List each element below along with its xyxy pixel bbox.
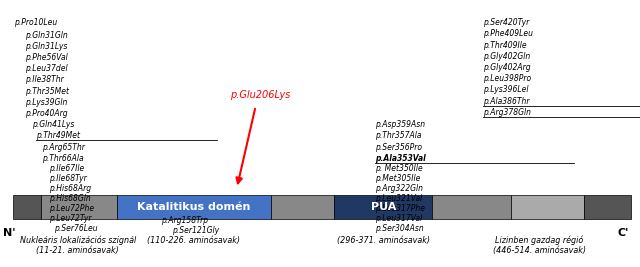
Text: p.Gln31Lys: p.Gln31Lys bbox=[26, 42, 68, 51]
Text: p.Thr49Met: p.Thr49Met bbox=[36, 131, 80, 140]
Text: p.Leu72Tyr: p.Leu72Tyr bbox=[49, 214, 92, 223]
Text: p.Arg65Thr: p.Arg65Thr bbox=[42, 143, 85, 152]
Text: p.Lys39Gln: p.Lys39Gln bbox=[26, 98, 68, 107]
Text: p.Arg158Trp: p.Arg158Trp bbox=[161, 216, 208, 225]
Bar bbox=[584, 194, 631, 219]
Text: p.Leu317Phe: p.Leu317Phe bbox=[376, 204, 426, 213]
Text: p.Phe409Leu: p.Phe409Leu bbox=[483, 29, 532, 38]
Text: p.Ala353Val: p.Ala353Val bbox=[376, 154, 426, 163]
Text: p.Pro40Arg: p.Pro40Arg bbox=[26, 109, 68, 118]
Text: p.Gly402Gln: p.Gly402Gln bbox=[483, 52, 530, 61]
Text: p.Leu317Val: p.Leu317Val bbox=[376, 214, 423, 223]
Text: p.Ile67Ile: p.Ile67Ile bbox=[49, 164, 84, 173]
Text: p.Thr35Met: p.Thr35Met bbox=[26, 87, 70, 96]
Text: p.Ser356Pro: p.Ser356Pro bbox=[376, 143, 422, 152]
Text: p.Ser76Leu: p.Ser76Leu bbox=[54, 224, 97, 233]
Bar bbox=[432, 194, 511, 219]
Text: p.Arg378Gln: p.Arg378Gln bbox=[483, 108, 531, 117]
Text: p.Thr409Ile: p.Thr409Ile bbox=[483, 41, 526, 50]
Text: p. Met350Ile: p. Met350Ile bbox=[376, 164, 423, 173]
Text: Nukleáris lokalizációs szignál
(11-21. aminósavak): Nukleáris lokalizációs szignál (11-21. a… bbox=[20, 235, 136, 256]
Bar bbox=[117, 194, 271, 219]
Text: Lizinben gazdag régió
(446-514. aminósavak): Lizinben gazdag régió (446-514. aminósav… bbox=[493, 235, 586, 256]
Bar bbox=[511, 194, 584, 219]
Bar bbox=[271, 194, 335, 219]
Text: p.Leu37del: p.Leu37del bbox=[26, 64, 68, 73]
Text: PUA: PUA bbox=[371, 202, 396, 212]
Text: p.His68Arg: p.His68Arg bbox=[49, 184, 91, 193]
Text: p.Met305Ile: p.Met305Ile bbox=[376, 174, 421, 183]
Text: C': C' bbox=[618, 228, 629, 238]
Text: p.Ser420Tyr: p.Ser420Tyr bbox=[483, 18, 529, 27]
Text: p.Ile68Tyr: p.Ile68Tyr bbox=[49, 174, 86, 183]
Text: p.Leu72Phe: p.Leu72Phe bbox=[49, 204, 94, 213]
Text: p.Ile38Thr: p.Ile38Thr bbox=[26, 76, 64, 84]
Text: p.Thr66Ala: p.Thr66Ala bbox=[42, 154, 84, 163]
Text: p.Lys396Lel: p.Lys396Lel bbox=[483, 85, 528, 95]
Text: p.Phe56Val: p.Phe56Val bbox=[26, 53, 68, 62]
Text: Katalitikus domén: Katalitikus domén bbox=[138, 202, 251, 212]
Text: p.Thr357Ala: p.Thr357Ala bbox=[376, 131, 422, 140]
Text: p.Ser304Asn: p.Ser304Asn bbox=[376, 224, 424, 233]
Text: (110-226. aminósavak): (110-226. aminósavak) bbox=[147, 235, 241, 245]
Text: p.Pro10Leu: p.Pro10Leu bbox=[14, 18, 58, 27]
Text: p.Asp359Asn: p.Asp359Asn bbox=[376, 120, 426, 129]
Text: p.Gln31Gln: p.Gln31Gln bbox=[26, 31, 68, 40]
Text: N': N' bbox=[3, 228, 16, 238]
Text: p.Gln41Lys: p.Gln41Lys bbox=[32, 120, 74, 129]
Bar bbox=[13, 194, 41, 219]
Bar bbox=[41, 194, 117, 219]
Text: p.Arg322Gln: p.Arg322Gln bbox=[376, 184, 424, 193]
Text: p.Leu398Pro: p.Leu398Pro bbox=[483, 74, 531, 83]
Text: p.Leu321Val: p.Leu321Val bbox=[376, 194, 423, 203]
Text: p.Gly402Arg: p.Gly402Arg bbox=[483, 63, 531, 72]
Text: p.Ser121Gly: p.Ser121Gly bbox=[172, 226, 219, 235]
Text: (296-371. aminósavak): (296-371. aminósavak) bbox=[337, 235, 429, 245]
Text: p.Glu206Lys: p.Glu206Lys bbox=[230, 90, 291, 100]
Text: p.Ala386Thr: p.Ala386Thr bbox=[483, 97, 529, 106]
Text: p.His68Gln: p.His68Gln bbox=[49, 194, 90, 203]
Bar bbox=[335, 194, 432, 219]
